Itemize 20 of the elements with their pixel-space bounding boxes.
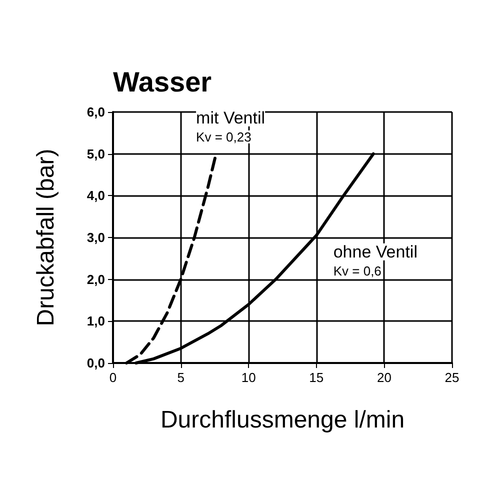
x-tick-label: 0 — [109, 370, 117, 385]
chart-title: Wasser — [113, 66, 212, 98]
y-tick-label: 2,0 — [86, 272, 105, 287]
y-tick-label: 5,0 — [86, 146, 105, 162]
y-tick-label: 0,0 — [86, 356, 105, 370]
y-tick-label: 3,0 — [86, 230, 105, 245]
annotation: Kv = 0,23 — [196, 129, 252, 144]
x-tick-label: 15 — [309, 370, 324, 385]
x-tick-label: 5 — [177, 370, 184, 385]
y-tick-label: 6,0 — [86, 104, 105, 120]
x-tick-label: 25 — [444, 370, 460, 385]
series-label: ohne Ventil — [333, 242, 418, 262]
x-tick-label: 20 — [376, 370, 392, 385]
y-axis-title: Druckabfall (bar) — [32, 148, 60, 326]
series-label: mit Ventil — [196, 108, 266, 128]
x-tick-label: 10 — [241, 370, 256, 385]
y-tick-label: 1,0 — [86, 314, 105, 329]
y-tick-label: 4,0 — [86, 188, 105, 204]
x-axis-title: Durchflussmenge l/min — [160, 406, 405, 434]
annotation: Kv = 0,6 — [333, 263, 382, 278]
